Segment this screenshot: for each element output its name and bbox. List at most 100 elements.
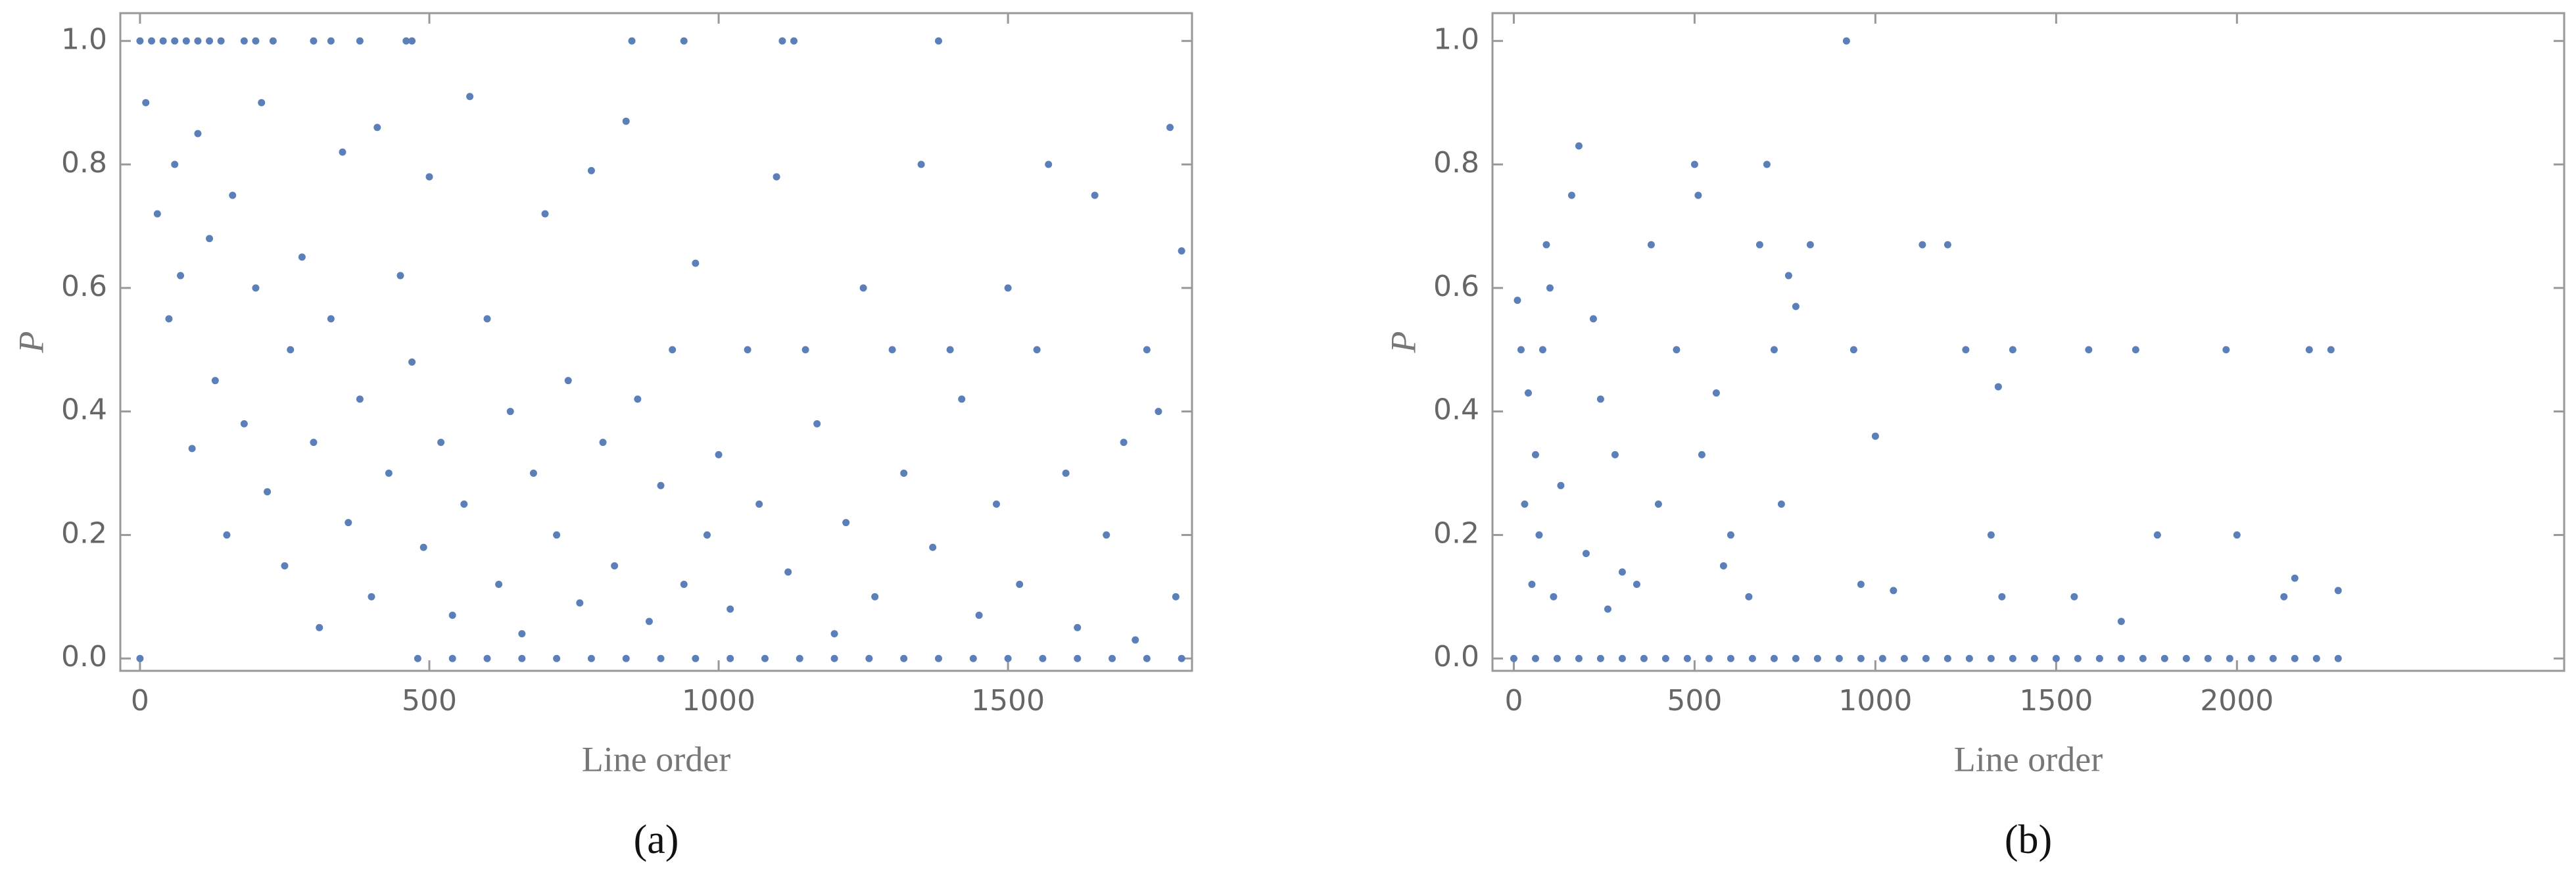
point <box>1524 389 1532 397</box>
point <box>1016 581 1024 589</box>
point <box>1673 346 1681 354</box>
point <box>761 654 769 662</box>
point <box>975 611 983 619</box>
point <box>1727 654 1734 662</box>
point <box>1178 247 1185 255</box>
point <box>541 210 549 218</box>
point <box>1611 451 1619 458</box>
point <box>1062 470 1070 477</box>
point <box>2153 531 2161 539</box>
point <box>1575 142 1583 150</box>
point <box>1944 654 1951 662</box>
point <box>194 130 202 137</box>
point <box>1596 395 1604 403</box>
point <box>1890 587 1897 595</box>
point <box>622 654 630 662</box>
point <box>1546 284 1554 292</box>
point <box>657 481 665 489</box>
point <box>368 593 375 600</box>
point <box>2182 654 2190 662</box>
point <box>1842 37 1850 45</box>
point <box>2222 346 2230 354</box>
point <box>2009 346 2016 354</box>
point <box>1748 654 1756 662</box>
x-axis-title: Line order <box>582 739 730 779</box>
point <box>437 439 445 447</box>
point <box>1531 654 1539 662</box>
point <box>1535 531 1543 539</box>
point <box>217 37 225 45</box>
x-tick-label: 2000 <box>2200 684 2274 718</box>
point <box>1919 241 1926 249</box>
point <box>402 37 410 45</box>
point <box>408 358 416 366</box>
point <box>935 37 943 45</box>
point <box>460 500 468 508</box>
point <box>240 420 248 427</box>
point <box>2312 654 2320 662</box>
point <box>2233 531 2241 539</box>
point <box>2204 654 2212 662</box>
y-tick-label: 0.2 <box>1433 516 1479 550</box>
point <box>587 654 595 662</box>
point <box>2070 593 2078 600</box>
point <box>1178 654 1185 662</box>
point <box>2280 593 2288 600</box>
y-tick-label: 0.6 <box>61 270 107 303</box>
point <box>281 562 289 570</box>
point <box>1091 191 1099 199</box>
point <box>194 37 202 45</box>
point <box>1640 654 1648 662</box>
point <box>1694 191 1702 199</box>
point <box>2160 654 2168 662</box>
point <box>425 173 433 181</box>
y-tick-label: 0.0 <box>1433 640 1479 673</box>
point <box>917 160 925 168</box>
point <box>2139 654 2147 662</box>
point <box>657 654 665 662</box>
y-axis-title: P <box>11 331 51 354</box>
point <box>1965 654 1973 662</box>
y-tick-label: 0.0 <box>61 640 107 673</box>
point <box>269 37 277 45</box>
point <box>1074 654 1082 662</box>
point <box>373 124 381 132</box>
point <box>2305 346 2313 354</box>
point <box>264 488 272 496</box>
point <box>1661 654 1669 662</box>
point <box>1132 636 1139 644</box>
point <box>865 654 873 662</box>
point <box>298 253 306 261</box>
y-tick-label: 0.8 <box>61 146 107 180</box>
point <box>2074 654 2082 662</box>
point <box>645 618 653 625</box>
point <box>419 543 427 551</box>
point <box>310 37 318 45</box>
point <box>495 581 503 589</box>
point <box>1172 593 1180 600</box>
point <box>258 99 266 107</box>
x-tick-label: 0 <box>131 684 149 718</box>
point <box>2030 654 2038 662</box>
point <box>356 395 364 403</box>
point <box>483 315 491 323</box>
point <box>813 420 821 427</box>
point <box>958 395 966 403</box>
point <box>506 408 514 416</box>
point <box>715 451 723 458</box>
point <box>252 284 260 292</box>
point <box>310 439 318 447</box>
x-tick-label: 1000 <box>1838 684 1912 718</box>
point <box>1727 531 1734 539</box>
point <box>1109 654 1116 662</box>
point <box>790 37 798 45</box>
point <box>1857 654 1865 662</box>
point <box>1155 408 1162 416</box>
point <box>830 630 838 638</box>
point <box>871 593 879 600</box>
point <box>755 500 763 508</box>
point <box>576 599 584 607</box>
point <box>1618 654 1626 662</box>
point <box>599 439 607 447</box>
point <box>1553 654 1561 662</box>
